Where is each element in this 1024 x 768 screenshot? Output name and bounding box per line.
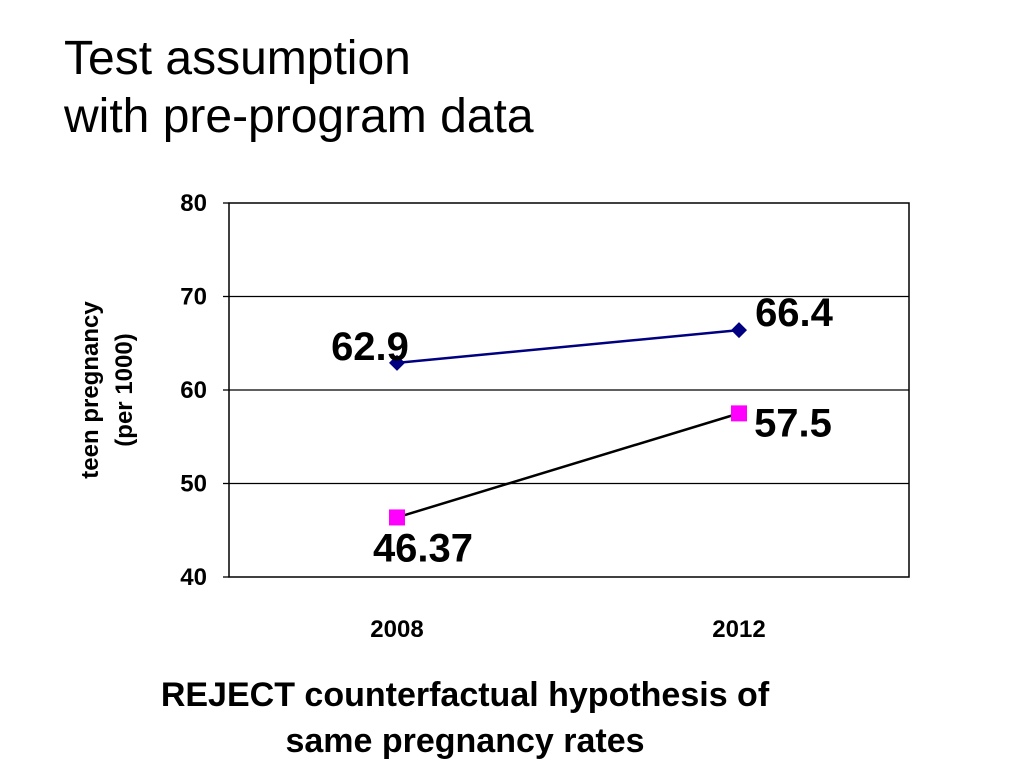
y-tick-label: 50 [180,471,207,498]
data-point-diamond [389,354,405,371]
data-label: 46.37 [373,526,473,570]
y-axis-title: teen pregnancy (per 1000) [77,301,138,479]
y-axis-title-line: (per 1000) [111,333,138,446]
data-point-square [731,405,747,422]
data-label: 57.5 [754,401,832,445]
title-line-1: Test assumption [64,32,411,85]
data-label: 66.4 [755,291,834,335]
conclusion-text: REJECT counterfactual hypothesis of same… [60,672,870,764]
data-point-diamond [731,322,747,339]
y-tick-label: 70 [180,284,207,311]
series-line [396,328,740,365]
y-axis-title-line: teen pregnancy [77,301,104,479]
conclusion-line-1: REJECT counterfactual hypothesis of [160,676,770,714]
y-tick-label: 80 [180,190,207,217]
y-tick-label: 60 [180,377,207,404]
slide-title: Test assumption with pre-program data [64,30,534,146]
x-tick-label: 2012 [712,616,765,643]
title-line-2: with pre-program data [64,90,534,143]
series-line [396,412,740,519]
y-tick-label: 40 [180,564,207,591]
data-label: 62.9 [331,325,409,369]
conclusion-line-2: same pregnancy rates [285,722,645,760]
x-tick-label: 2008 [370,616,423,643]
data-point-square [389,509,405,526]
